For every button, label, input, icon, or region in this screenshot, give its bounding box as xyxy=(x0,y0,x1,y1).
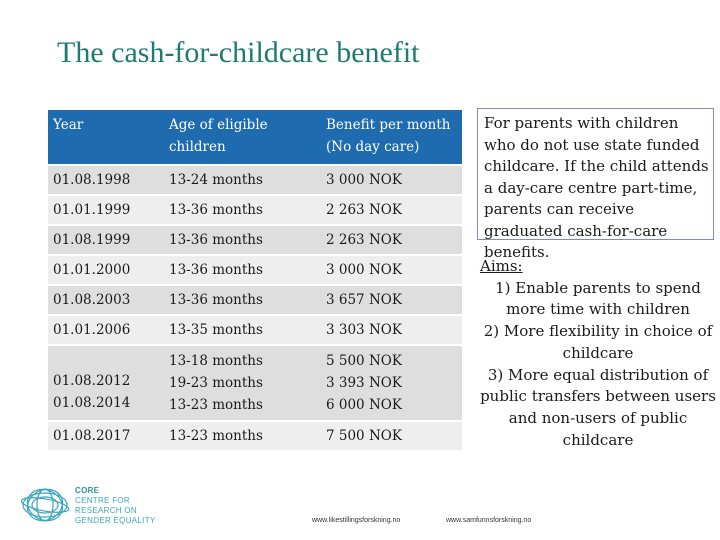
benefit-line: 6 000 NOK xyxy=(326,397,402,413)
age-line: 13-18 months xyxy=(169,353,263,369)
benefit-cell: 7 500 NOK xyxy=(318,422,462,450)
aim-item: 2) More flexibility in choice of childca… xyxy=(483,322,713,362)
year-cell: 01.01.1999 xyxy=(48,196,161,224)
header-benefit: Benefit per month (No day care) xyxy=(318,110,462,164)
age-cell: 13-36 months xyxy=(161,226,318,254)
benefit-cell: 3 000 NOK xyxy=(318,256,462,284)
year-cell: 01.08.1999 xyxy=(48,226,161,254)
core-logo-mark-icon xyxy=(20,488,70,522)
logo-line: GENDER EQUALITY xyxy=(75,516,156,525)
age-cell: 13-36 months xyxy=(161,196,318,224)
benefit-cell: 5 500 NOK 3 393 NOK 6 000 NOK xyxy=(318,346,462,420)
benefit-line: 3 393 NOK xyxy=(326,375,402,391)
table-row: 01.08.1999 13-36 months 2 263 NOK xyxy=(48,226,462,254)
benefit-cell: 3 657 NOK xyxy=(318,286,462,314)
table-row: 01.08.2003 13-36 months 3 657 NOK xyxy=(48,286,462,314)
logo-line: CORE xyxy=(75,486,100,495)
benefit-cell: 3 303 NOK xyxy=(318,316,462,344)
aim-item: 1) Enable parents to spend more time wit… xyxy=(495,278,701,319)
table-row: 01.08.2012 01.08.2014 13-18 months 19-23… xyxy=(48,346,462,420)
benefit-cell: 2 263 NOK xyxy=(318,196,462,224)
benefit-cell: 2 263 NOK xyxy=(318,226,462,254)
table-header-row: Year Age of eligible children Benefit pe… xyxy=(48,110,462,164)
age-cell: 13-36 months xyxy=(161,256,318,284)
year-line: 01.08.2012 xyxy=(53,373,131,389)
age-line: 19-23 months xyxy=(169,375,263,391)
benefit-line: 5 500 NOK xyxy=(326,353,402,369)
table-row: 01.01.1999 13-36 months 2 263 NOK xyxy=(48,196,462,224)
aims-section: Aims: 1) Enable parents to spend more ti… xyxy=(480,256,716,451)
footer-link-samfunn[interactable]: www.samfunnsforskning.no xyxy=(446,517,532,524)
table-row: 01.08.2017 13-23 months 7 500 NOK xyxy=(48,422,462,450)
table-row: 01.01.2006 13-35 months 3 303 NOK xyxy=(48,316,462,344)
header-age: Age of eligible children xyxy=(161,110,318,164)
age-cell: 13-18 months 19-23 months 13-23 months xyxy=(161,346,318,420)
age-cell: 13-23 months xyxy=(161,422,318,450)
benefit-table: Year Age of eligible children Benefit pe… xyxy=(48,108,462,452)
table-row: 01.01.2000 13-36 months 3 000 NOK xyxy=(48,256,462,284)
logo-line: CENTRE FOR xyxy=(75,496,130,505)
core-logo-text: CORE CENTRE FOR RESEARCH ON GENDER EQUAL… xyxy=(75,486,156,526)
year-cell: 01.01.2000 xyxy=(48,256,161,284)
age-cell: 13-36 months xyxy=(161,286,318,314)
year-cell: 01.01.2006 xyxy=(48,316,161,344)
age-line: 13-23 months xyxy=(169,397,263,413)
year-cell: 01.08.2012 01.08.2014 xyxy=(48,346,161,420)
footer-link-likestilling[interactable]: www.likestillingsforskning.no xyxy=(312,517,401,524)
core-logo: CORE CENTRE FOR RESEARCH ON GENDER EQUAL… xyxy=(18,484,168,528)
age-cell: 13-35 months xyxy=(161,316,318,344)
aims-heading: Aims: xyxy=(480,257,523,275)
eligibility-note: For parents with children who do not use… xyxy=(477,108,714,261)
benefit-cell: 3 000 NOK xyxy=(318,166,462,194)
aim-item: 3) More equal distribution of public tra… xyxy=(480,365,716,449)
year-line: 01.08.2014 xyxy=(53,395,131,411)
logo-line: RESEARCH ON xyxy=(75,506,137,515)
age-cell: 13-24 months xyxy=(161,166,318,194)
page-title: The cash-for-childcare benefit xyxy=(57,36,420,69)
table-row: 01.08.1998 13-24 months 3 000 NOK xyxy=(48,166,462,194)
header-year: Year xyxy=(48,110,161,164)
year-cell: 01.08.2003 xyxy=(48,286,161,314)
year-cell: 01.08.2017 xyxy=(48,422,161,450)
year-cell: 01.08.1998 xyxy=(48,166,161,194)
